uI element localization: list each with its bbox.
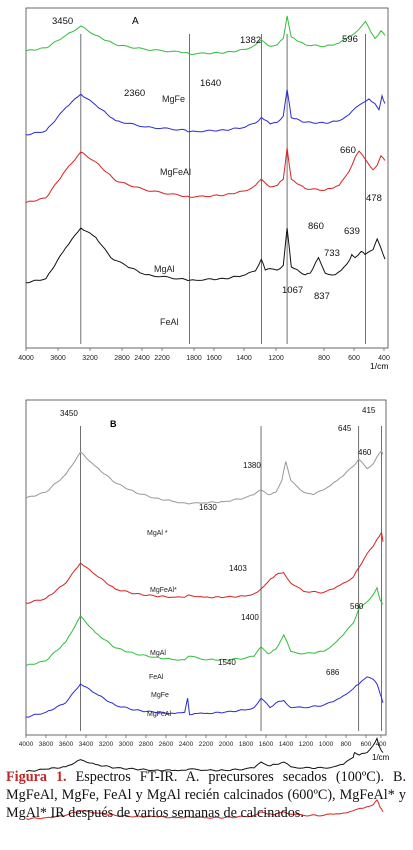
x-tick-label: 1400: [279, 741, 294, 748]
x-tick-label: 2200: [154, 355, 170, 362]
panel-a-x-unit: 1/cm: [370, 361, 388, 371]
panel-b-label: B: [110, 419, 117, 429]
series-label: MgFeAl: [160, 167, 191, 177]
series-label: MgFeAl: [147, 711, 172, 718]
peak-label: 1403: [229, 564, 247, 573]
x-tick-label: 2400: [179, 741, 194, 748]
caption-text: Espectros FT-IR. A. precursores secados …: [6, 769, 407, 821]
x-tick-label: 2600: [159, 741, 174, 748]
series-label: MgAl: [150, 650, 166, 657]
peak-label: 1630: [199, 503, 217, 512]
x-tick-label: 4000: [19, 741, 34, 748]
peak-label: 415: [362, 406, 376, 415]
x-tick-label: 2800: [114, 355, 130, 362]
series-label: FeAl: [160, 317, 179, 327]
series-line-mgfeal: [25, 89, 386, 136]
peak-label: 645: [338, 424, 352, 433]
x-tick-label: 3400: [79, 741, 94, 748]
series-label: MgFeAl*: [150, 587, 177, 594]
x-tick-label: 3600: [59, 741, 74, 748]
figure-caption: Figura 1. Espectros FT-IR. A. precursore…: [6, 768, 406, 822]
peak-label: 2360: [124, 88, 145, 99]
series-line-feal: [25, 227, 386, 284]
panel-a-frame: [25, 7, 389, 349]
peak-label: 860: [308, 221, 324, 232]
x-tick-label: 2800: [139, 741, 154, 748]
peak-label: 560: [350, 602, 364, 611]
series-label: MgAl: [154, 264, 175, 274]
panel-b-x-unit: 1/cm: [372, 753, 390, 762]
series-label: MgFe: [162, 94, 185, 104]
x-tick-label: 600: [348, 355, 360, 362]
series-label: FeAl: [149, 674, 164, 681]
peak-label: 460: [358, 448, 372, 457]
peak-label: 837: [314, 291, 330, 302]
x-tick-label: 800: [318, 355, 330, 362]
series-line-mgal: [25, 586, 384, 667]
x-tick-label: 4000: [18, 355, 34, 362]
peak-label: 1400: [241, 613, 259, 622]
series-label: MgAl *: [147, 530, 168, 537]
x-tick-label: 800: [341, 741, 352, 748]
x-tick-label: 600: [361, 741, 372, 748]
series-line-mgfeal-: [26, 530, 384, 604]
peak-label: 1382: [240, 35, 261, 46]
x-tick-label: 1600: [206, 355, 222, 362]
peak-label: 1067: [282, 285, 303, 296]
x-tick-label: 2200: [199, 741, 214, 748]
peak-label: 1640: [200, 78, 221, 89]
series-line-mgal: [25, 147, 386, 204]
series-line-mgfe: [25, 736, 384, 772]
panel-a: A 3450 2360 1640 1382 596 660 860 639 478 733 1067…: [18, 7, 390, 371]
x-tick-label: 1800: [239, 741, 254, 748]
x-tick-label: 3800: [39, 741, 54, 748]
x-tick-label: 400: [376, 741, 387, 748]
peak-label: 3450: [60, 409, 78, 418]
peak-label: 596: [342, 34, 358, 45]
x-tick-label: 1800: [186, 355, 202, 362]
series-line-mgfe: [25, 15, 386, 56]
x-tick-label: 3000: [119, 741, 134, 748]
peak-label: 478: [366, 193, 382, 204]
panel-a-label: A: [132, 16, 139, 27]
panel-b: B 3450 1380 415 645 460 1630 1403 1400 560 1540 68…: [19, 399, 390, 820]
peak-label: 660: [340, 145, 356, 156]
peak-label: 3450: [52, 16, 73, 27]
peak-label: 686: [326, 668, 340, 677]
x-tick-label: 1400: [236, 355, 252, 362]
x-tick-label: 3200: [82, 355, 98, 362]
series-label: MgFe: [151, 692, 169, 699]
peak-label: 733: [324, 248, 340, 259]
series-line-mgal-: [25, 449, 384, 505]
x-tick-label: 400: [378, 355, 390, 362]
x-tick-label: 1200: [268, 355, 284, 362]
peak-label: 639: [344, 226, 360, 237]
series-line-mgfeal: [25, 799, 384, 820]
series-line-feal: [25, 676, 384, 718]
x-tick-label: 3600: [50, 355, 66, 362]
peak-label: 1380: [243, 461, 261, 470]
peak-label: 1540: [218, 658, 236, 667]
x-tick-label: 1600: [259, 741, 274, 748]
x-tick-label: 2000: [219, 741, 234, 748]
x-tick-label: 3200: [99, 741, 114, 748]
x-tick-label: 2400: [134, 355, 150, 362]
x-tick-label: 1200: [299, 741, 314, 748]
caption-label: Figura 1.: [6, 769, 67, 785]
x-tick-label: 1000: [319, 741, 334, 748]
